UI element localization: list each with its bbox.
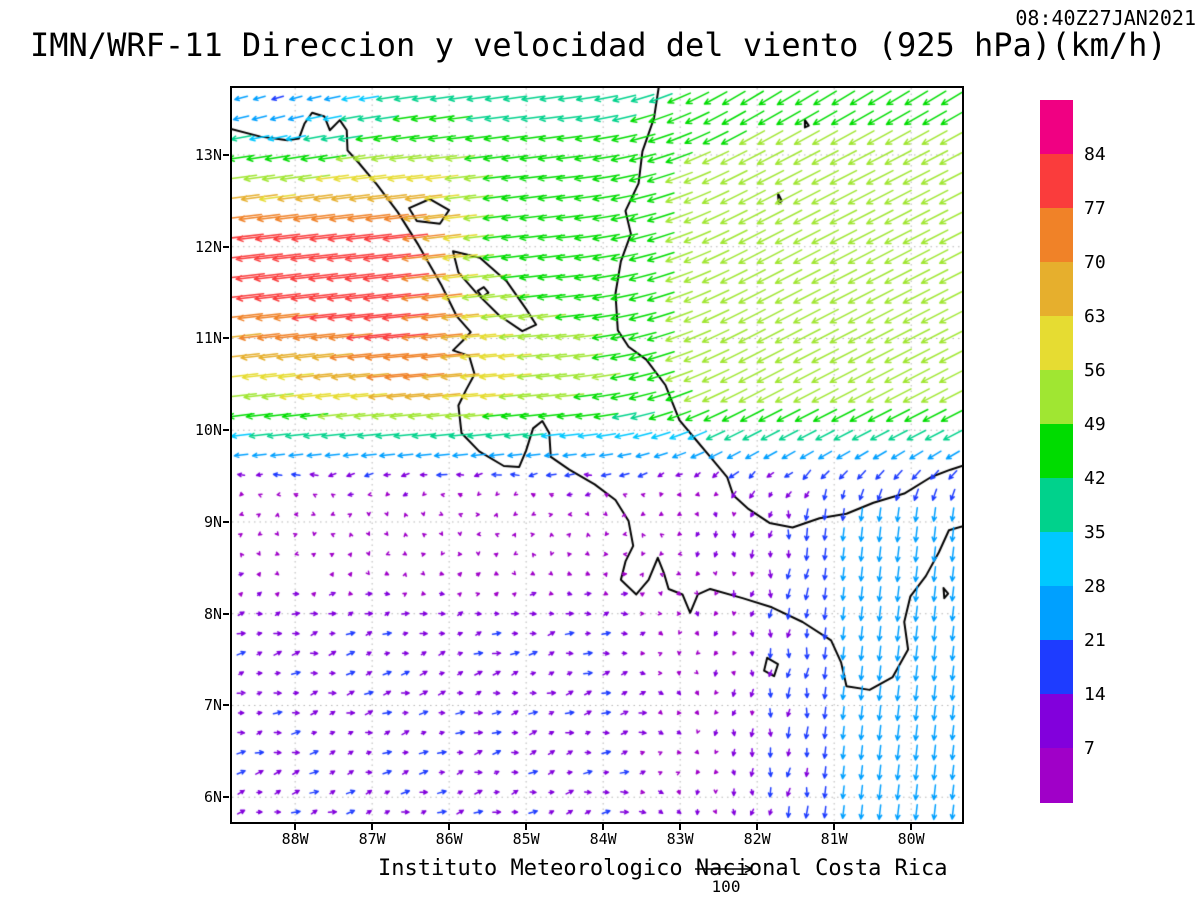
colorbar-label: 14 (1084, 684, 1106, 705)
map-plot-area (230, 86, 964, 824)
colorbar-segment (1040, 154, 1073, 209)
reference-vector-label: 100 (711, 877, 741, 896)
x-axis-tick (525, 824, 528, 830)
colorbar-label: 56 (1084, 360, 1106, 381)
x-axis-tick (833, 824, 836, 830)
y-axis-tick (223, 704, 229, 707)
colorbar-segment (1040, 694, 1073, 749)
y-axis-tick (223, 337, 229, 340)
colorbar-segment (1040, 424, 1073, 479)
y-axis-label: 10N (194, 421, 222, 440)
colorbar-segment (1040, 100, 1073, 155)
x-axis-label: 88W (281, 830, 309, 848)
x-axis-tick (602, 824, 605, 830)
colorbar-segment (1040, 316, 1073, 371)
x-axis-label: 81W (820, 830, 848, 848)
valid-time-label: 08:40Z27JAN2021 (1015, 6, 1196, 30)
y-axis-label: 7N (203, 696, 222, 715)
x-axis-label: 84W (589, 830, 617, 848)
colorbar-label: 7 (1084, 738, 1095, 759)
colorbar-label: 77 (1084, 198, 1106, 219)
wind-vector-canvas (232, 88, 962, 822)
y-axis-label: 9N (203, 512, 222, 531)
x-axis-tick (448, 824, 451, 830)
y-axis-tick (223, 153, 229, 156)
x-axis-label: 86W (435, 830, 463, 848)
x-axis-label: 87W (358, 830, 386, 848)
colorbar-segment (1040, 208, 1073, 263)
y-axis-tick (223, 520, 229, 523)
y-axis-tick (223, 796, 229, 799)
x-axis-tick (294, 824, 297, 830)
y-axis-label: 6N (203, 788, 222, 807)
x-axis-label: 85W (512, 830, 540, 848)
reference-vector-arrow (695, 864, 753, 874)
y-axis-tick (223, 612, 229, 615)
x-axis-label: 82W (743, 830, 771, 848)
x-axis-tick (910, 824, 913, 830)
colorbar-segment (1040, 748, 1073, 803)
colorbar-segment (1040, 640, 1073, 695)
x-axis-label: 83W (666, 830, 694, 848)
colorbar-segment (1040, 586, 1073, 641)
colorbar (1040, 100, 1073, 803)
caption: Instituto Meteorologico Nacional Costa R… (378, 856, 948, 881)
colorbar-segment (1040, 370, 1073, 425)
colorbar-label: 28 (1084, 576, 1106, 597)
x-axis-tick (679, 824, 682, 830)
colorbar-label: 63 (1084, 306, 1106, 327)
y-axis-tick (223, 429, 229, 432)
y-axis-label: 12N (194, 237, 222, 256)
x-axis-tick (371, 824, 374, 830)
x-axis-label: 80W (897, 830, 925, 848)
x-axis-tick (756, 824, 759, 830)
colorbar-label: 84 (1084, 144, 1106, 165)
colorbar-label: 70 (1084, 252, 1106, 273)
colorbar-label: 21 (1084, 630, 1106, 651)
colorbar-segment (1040, 532, 1073, 587)
colorbar-label: 42 (1084, 468, 1106, 489)
colorbar-label: 49 (1084, 414, 1106, 435)
colorbar-segment (1040, 262, 1073, 317)
y-axis-label: 8N (203, 604, 222, 623)
y-axis-label: 11N (194, 329, 222, 348)
chart-title: IMN/WRF-11 Direccion y velocidad del vie… (30, 26, 1167, 64)
y-axis-label: 13N (194, 145, 222, 164)
colorbar-label: 35 (1084, 522, 1106, 543)
colorbar-segment (1040, 478, 1073, 533)
y-axis-tick (223, 245, 229, 248)
